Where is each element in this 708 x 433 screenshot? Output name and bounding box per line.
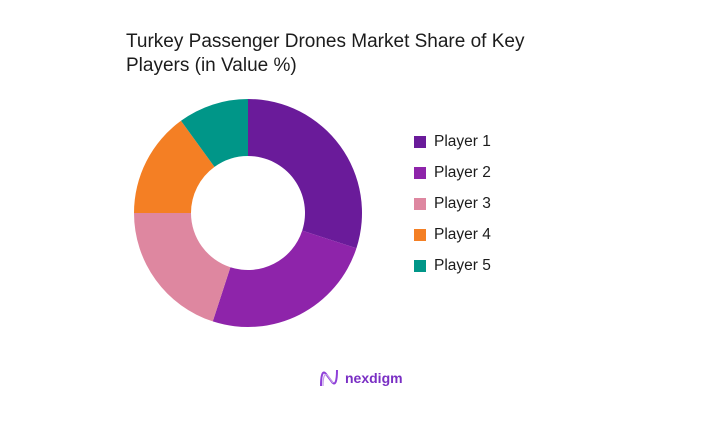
chart-title-line1: Turkey Passenger Drones Market Share of … — [126, 31, 525, 52]
legend-label: Player 1 — [434, 132, 491, 150]
donut-slice-1 — [248, 99, 362, 249]
donut-slice-5 — [180, 99, 248, 167]
legend-item: Player 4 — [414, 219, 491, 250]
legend-item: Player 1 — [414, 126, 491, 157]
donut-slice-2 — [212, 230, 357, 327]
legend-swatch — [414, 228, 426, 241]
legend-swatch — [414, 259, 426, 272]
legend-swatch — [414, 197, 426, 210]
legend-swatch — [414, 166, 426, 179]
legend-label: Player 2 — [434, 163, 491, 181]
legend-item: Player 2 — [414, 157, 491, 188]
legend-item: Player 3 — [414, 188, 491, 219]
brand-name: nexdigm — [345, 370, 403, 386]
donut-slice-3 — [134, 213, 231, 322]
legend-label: Player 3 — [434, 194, 491, 212]
brand-logo: nexdigm — [318, 368, 403, 388]
chart-title: Turkey Passenger Drones Market Share of … — [126, 30, 566, 78]
nexdigm-logo-icon — [320, 369, 338, 387]
chart-title-line2: Players (in Value %) — [126, 55, 297, 76]
legend-swatch — [414, 135, 426, 148]
chart-legend: Player 1 Player 2 Player 3 Player 4 Player 5 — [414, 126, 491, 281]
legend-label: Player 4 — [434, 225, 491, 243]
legend-item: Player 5 — [414, 250, 491, 281]
donut-slice-4 — [134, 120, 215, 213]
legend-label: Player 5 — [434, 256, 491, 274]
